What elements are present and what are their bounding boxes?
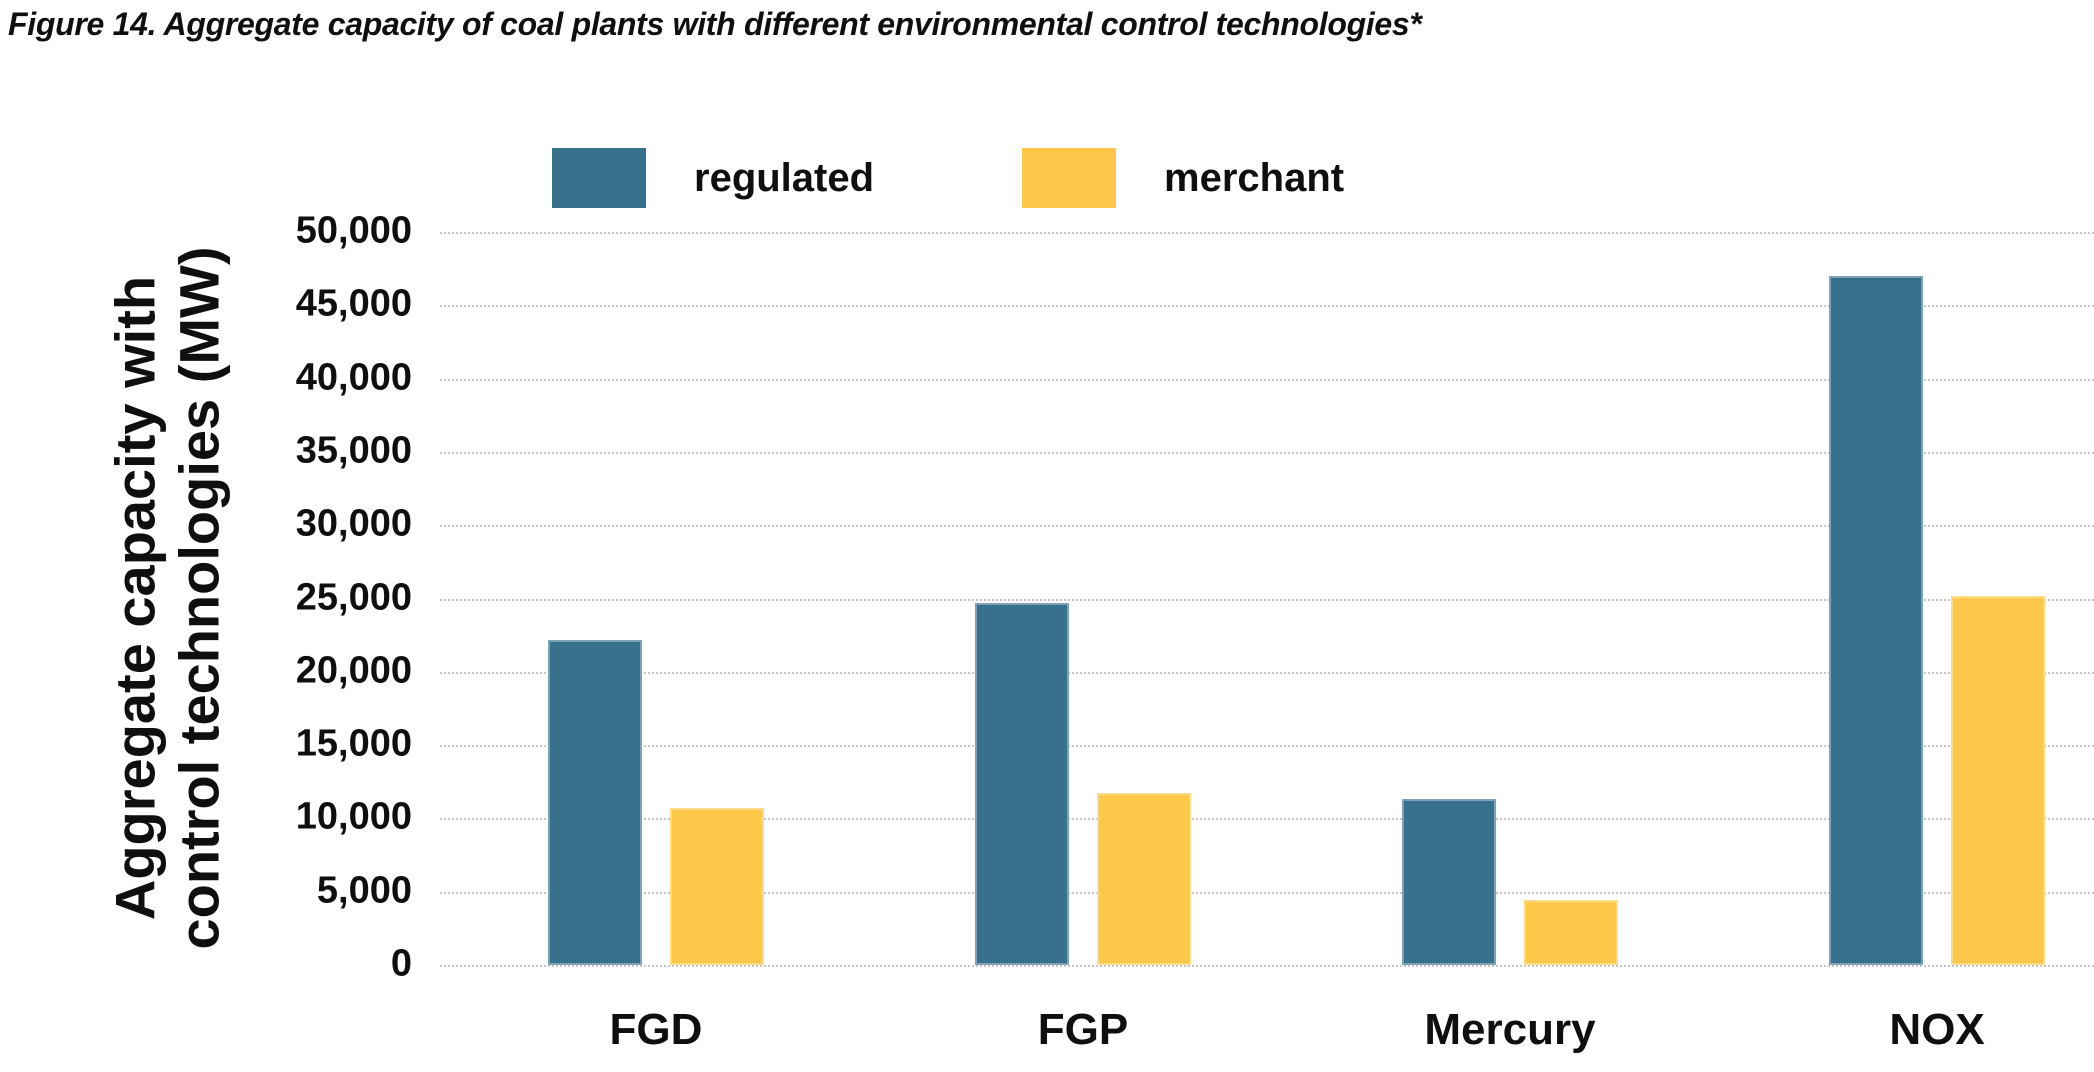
gridline-5000 (440, 891, 2094, 894)
y-tick-label-45000: 45,000 (295, 282, 412, 325)
bar-group-FGD: FGD (548, 640, 764, 1054)
bar-merchant-FGD (670, 808, 764, 965)
bar-group-NOX: NOX (1829, 276, 2045, 1054)
gridline-15000 (440, 745, 2094, 748)
bar-regulated-FGD (548, 640, 642, 965)
x-tick-label-FGP: FGP (1037, 1005, 1129, 1054)
y-tick-label-15000: 15,000 (295, 722, 412, 765)
legend-item-merchant: merchant (1022, 148, 1344, 208)
bar-group-FGP: FGP (975, 603, 1191, 1054)
y-tick-label-25000: 25,000 (295, 576, 412, 619)
x-tick-label-FGD: FGD (609, 1005, 703, 1054)
x-tick-label-Mercury: Mercury (1424, 1005, 1596, 1054)
bar-regulated-Mercury (1402, 799, 1496, 965)
y-tick-label-40000: 40,000 (295, 356, 412, 399)
gridline-35000 (440, 451, 2094, 454)
legend-label-merchant: merchant (1164, 155, 1345, 200)
bar-regulated-NOX (1829, 276, 1923, 965)
bar-merchant-NOX (1951, 596, 2045, 965)
y-tick-label-30000: 30,000 (295, 502, 412, 545)
gridline-50000 (440, 232, 2094, 234)
gridline-30000 (440, 525, 2094, 528)
bar-group-Mercury: Mercury (1402, 799, 1618, 1054)
y-tick-label-20000: 20,000 (295, 649, 412, 692)
bar-regulated-FGP (975, 603, 1069, 965)
y-tick-label-0: 0 (390, 942, 412, 985)
gridline-20000 (440, 671, 2094, 674)
bar-merchant-Mercury (1524, 900, 1618, 965)
y-tick-label-50000: 50,000 (295, 209, 412, 252)
legend-item-regulated: regulated (552, 148, 874, 208)
legend-swatch-regulated (552, 148, 646, 208)
gridline-45000 (440, 305, 2094, 308)
y-tick-label-10000: 10,000 (295, 796, 412, 839)
legend: regulated merchant (552, 148, 1344, 208)
legend-swatch-merchant (1022, 148, 1117, 208)
bar-merchant-FGP (1097, 793, 1191, 965)
gridline-10000 (440, 818, 2094, 821)
y-tick-label-35000: 35,000 (295, 429, 412, 472)
x-tick-label-NOX: NOX (1889, 1005, 1985, 1054)
plot-area: FGD FGP Mercury NOX (440, 232, 2094, 1054)
legend-label-regulated: regulated (694, 155, 875, 200)
y-tick-label-5000: 5,000 (316, 869, 412, 912)
gridline-40000 (440, 378, 2094, 381)
gridline-0 (440, 965, 2094, 967)
y-axis-tick-labels: 0 5,000 10,000 15,000 20,000 25,000 30,000 35,0… (0, 210, 412, 985)
figure-title: Figure 14. Aggregate capacity of coal pl… (8, 6, 1422, 42)
gridline-25000 (440, 598, 2094, 601)
